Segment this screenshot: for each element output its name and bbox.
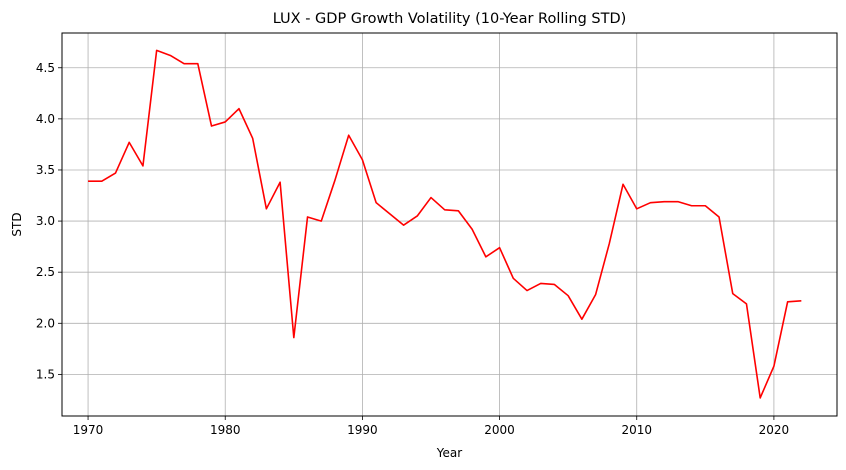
y-tick-label: 3.0 xyxy=(36,214,55,228)
chart-title: LUX - GDP Growth Volatility (10-Year Rol… xyxy=(273,11,627,27)
x-axis-label: Year xyxy=(436,446,462,460)
y-tick-label: 3.5 xyxy=(36,163,55,177)
x-tick-label: 2020 xyxy=(759,423,790,437)
y-tick-label: 2.5 xyxy=(36,265,55,279)
y-tick-label: 4.0 xyxy=(36,112,55,126)
x-tick-label: 1970 xyxy=(73,423,104,437)
y-tick-label: 1.5 xyxy=(36,367,55,381)
x-tick-label: 1990 xyxy=(347,423,378,437)
y-axis-label: STD xyxy=(10,212,24,236)
plot-frame xyxy=(61,32,838,417)
series-layer xyxy=(88,49,802,399)
y-tick-label: 2.0 xyxy=(36,316,55,330)
x-tick-label: 2000 xyxy=(484,423,515,437)
x-tick-label: 2010 xyxy=(621,423,652,437)
gdp-volatility-line xyxy=(88,49,802,399)
axis-ticks: 1970 1980 1990 2000 2010 2020 1.5 2.0 2.5 3.0 3.5 4… xyxy=(36,61,789,437)
x-tick-label: 1980 xyxy=(210,423,241,437)
y-tick-label: 4.5 xyxy=(36,61,55,75)
grid-lines xyxy=(62,33,837,416)
